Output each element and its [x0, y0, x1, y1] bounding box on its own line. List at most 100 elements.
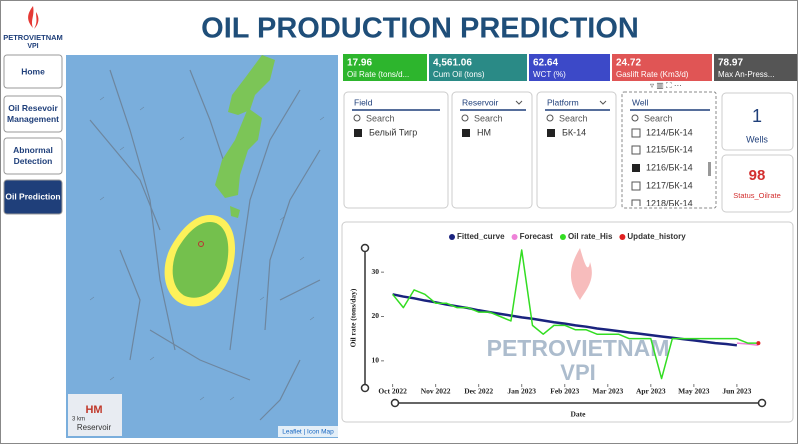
filter-search[interactable]: Search	[474, 113, 503, 123]
kpi-value: 4,561.06	[433, 58, 472, 69]
slider-handle[interactable]	[757, 398, 767, 408]
x-tick-label: Jan 2023	[507, 387, 536, 396]
checkbox-checked[interactable]	[462, 129, 470, 137]
map-attribution[interactable]: Leaflet | Icon Map	[282, 429, 334, 436]
kpi-value: 24.72	[616, 58, 641, 69]
legend-label: Update_history	[627, 232, 686, 241]
slider-handle[interactable]	[390, 398, 400, 408]
nav-label[interactable]: Abnormal Detection	[13, 145, 53, 166]
watermark-flame	[570, 248, 592, 300]
x-tick-label: May 2023	[678, 387, 710, 396]
card-value: 1	[752, 106, 762, 126]
x-tick-label: Apr 2023	[636, 387, 666, 396]
nav-button-active[interactable]	[3, 179, 63, 215]
filter-item[interactable]: 1215/БК-14	[646, 144, 693, 154]
nav-label[interactable]: Oil Prediction	[5, 191, 60, 201]
clip: 1218/БК-14	[631, 198, 693, 208]
filter-item[interactable]: 1217/БК-14	[646, 180, 693, 190]
filter-item[interactable]: 1218/БК-14	[646, 198, 693, 208]
x-tick-label: Mar 2023	[592, 387, 623, 396]
chevron[interactable]	[599, 100, 607, 105]
filter-item[interactable]: 1214/БК-14	[646, 127, 693, 137]
chart-card	[341, 221, 794, 423]
checkbox-checked[interactable]	[354, 129, 362, 137]
card-label: Status_Oilrate	[733, 191, 781, 200]
legend-label: Fitted_curve	[457, 232, 505, 241]
y-tick-label: 30	[372, 267, 380, 276]
map-legend-title: HM	[85, 404, 102, 416]
nav: Home Oil Resevoir Management Abnormal De…	[3, 54, 63, 215]
map: HM Reservoir 3 km Leaflet | Icon Map	[66, 55, 338, 438]
filter-title: Platform	[547, 97, 579, 107]
slider-handle[interactable]	[360, 383, 370, 393]
kpi-card	[529, 54, 610, 81]
scrollbar[interactable]	[708, 162, 711, 176]
x-tick-label: Oct 2022	[378, 387, 407, 396]
x-tick-label: Dec 2022	[464, 387, 493, 396]
logo-flame	[28, 6, 39, 29]
filter-search[interactable]: Search	[644, 113, 673, 123]
nav-label[interactable]: Home	[21, 66, 45, 76]
nav-label-box[interactable]: Abnormal Detection	[4, 138, 62, 174]
search-icon	[353, 114, 361, 122]
filter-item[interactable]: HM	[477, 127, 491, 137]
search-icon	[631, 114, 639, 122]
filter-item[interactable]: БК-14	[562, 127, 586, 137]
map-legend	[68, 394, 122, 436]
card	[721, 92, 794, 151]
kpi-value: 17.96	[347, 58, 372, 69]
y-tick-label: 20	[372, 311, 380, 320]
checkbox[interactable]	[631, 145, 641, 155]
chart-panel: PETROVIETNAM VPI Oil rate (tons/day) Dat…	[341, 221, 794, 423]
kpi-card	[612, 54, 712, 81]
checkbox[interactable]	[631, 128, 641, 138]
filter-item[interactable]: Белый Тигр	[369, 127, 417, 137]
map-reservoir	[172, 222, 229, 298]
page-title: OIL PRODUCTION PREDICTION	[201, 13, 639, 45]
nav-label[interactable]: Oil Resevoir Management	[7, 103, 59, 124]
legend-label: Forecast	[520, 232, 554, 241]
kpi-value: 62.64	[533, 58, 558, 69]
nav-button[interactable]	[3, 95, 63, 133]
filter-card	[621, 91, 717, 209]
kpis: 17.96 Oil Rate (tons/d... 4,561.06 Cum O…	[343, 54, 797, 81]
filter-title: Well	[632, 97, 648, 107]
data-point	[756, 341, 761, 346]
filter-title: Field	[354, 97, 373, 107]
filter-search[interactable]: Search	[559, 113, 588, 123]
legend-swatch	[619, 234, 626, 240]
logo-text: PETROVIETNAM	[3, 33, 63, 42]
checkbox-checked[interactable]	[632, 164, 640, 172]
map-attribution-bg	[278, 426, 338, 437]
kpi-label: Gaslift Rate (Km3/d)	[616, 70, 689, 79]
filters: Field Search Белый Тигр Reservoir Search…	[343, 81, 794, 213]
visual-icons[interactable]: ▿ ▥ ⛶ ⋯	[650, 81, 682, 90]
checkbox-checked[interactable]	[547, 129, 555, 137]
checkbox[interactable]	[631, 199, 641, 208]
checkbox[interactable]	[631, 181, 641, 191]
filter-card	[451, 91, 533, 209]
nav-button[interactable]	[3, 54, 63, 89]
legend-swatch	[559, 234, 566, 240]
nav-button[interactable]	[3, 137, 63, 175]
nav-label-box[interactable]: Oil Resevoir Management	[4, 96, 62, 132]
map-green	[230, 206, 240, 218]
legend-label: Oil rate_His	[568, 232, 613, 241]
filter-item[interactable]: 1216/БК-14	[646, 162, 693, 172]
map-green	[228, 55, 275, 115]
x-axis-title: Date	[571, 410, 587, 419]
filter-card	[343, 91, 449, 209]
filter-card	[536, 91, 617, 209]
map-scale: 3 km	[72, 417, 85, 423]
map-hatch	[89, 96, 325, 401]
filter-search[interactable]: Search	[366, 113, 395, 123]
slider-handle[interactable]	[360, 243, 370, 253]
map-green	[215, 108, 262, 198]
kpi-label: Max An-Press...	[718, 70, 774, 79]
data-line	[736, 342, 759, 347]
search-icon	[546, 114, 554, 122]
chevron[interactable]	[515, 100, 523, 105]
filter-title: Reservoir	[462, 97, 499, 107]
map-well[interactable]	[198, 241, 204, 247]
